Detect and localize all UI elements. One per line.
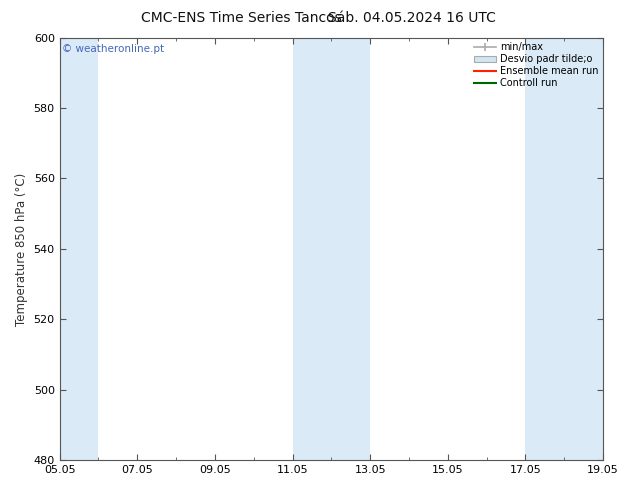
Text: CMC-ENS Time Series Tancos: CMC-ENS Time Series Tancos: [141, 11, 341, 25]
Y-axis label: Temperature 850 hPa (°C): Temperature 850 hPa (°C): [15, 172, 28, 325]
Text: Sáb. 04.05.2024 16 UTC: Sáb. 04.05.2024 16 UTC: [328, 11, 496, 25]
Bar: [292, 38, 370, 460]
Bar: [60, 38, 98, 460]
Text: © weatheronline.pt: © weatheronline.pt: [62, 44, 164, 54]
Legend: min/max, Desvio padr tilde;o, Ensemble mean run, Controll run: min/max, Desvio padr tilde;o, Ensemble m…: [472, 41, 600, 90]
Bar: [526, 38, 603, 460]
